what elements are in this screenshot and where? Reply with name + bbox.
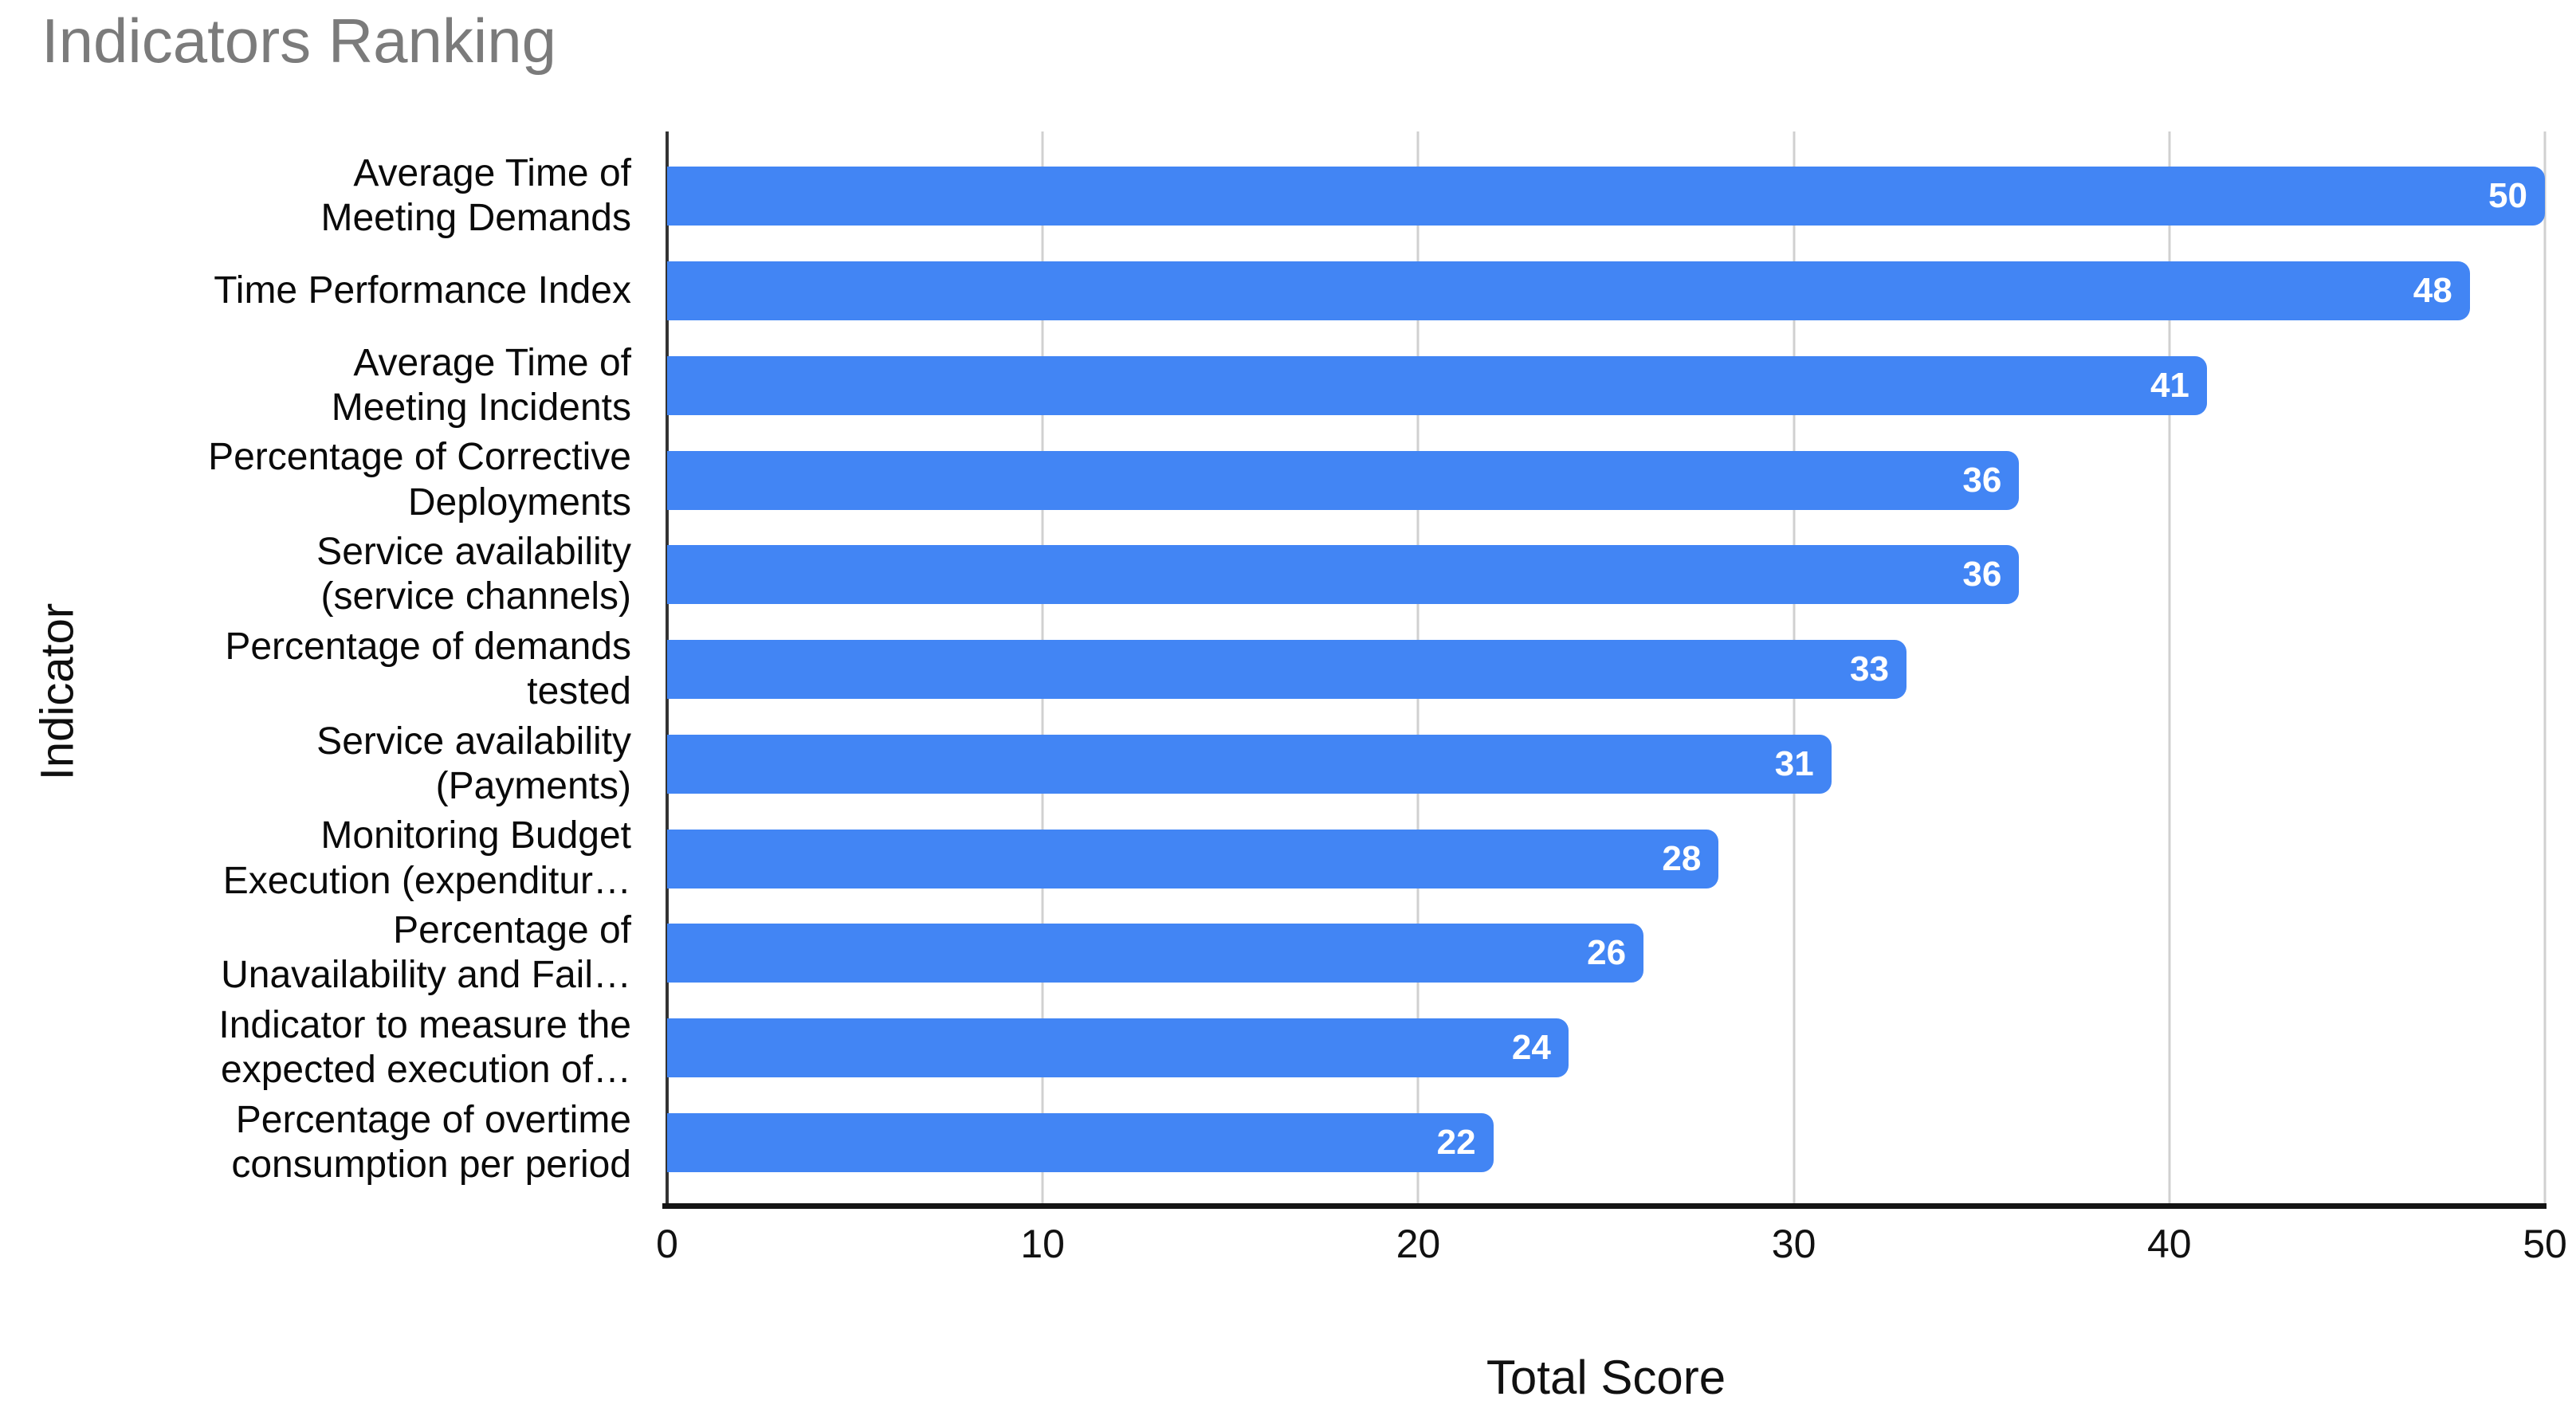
x-tick-label: 20	[1396, 1222, 1441, 1266]
category-label: Percentage of Corrective Deployments	[208, 436, 631, 524]
bar-row: 24	[667, 1001, 2545, 1096]
bar-row: 36	[667, 528, 2545, 622]
bar-value-label: 28	[1662, 838, 1702, 878]
plot-area: 50 48 41 36 36 33 31 28 26 24 22	[662, 131, 2547, 1209]
chart-title: Indicators Ranking	[41, 6, 557, 76]
category-labels: Average Time of Meeting Demands Time Perfo…	[0, 131, 631, 1206]
bar-row: 41	[667, 338, 2545, 433]
x-tick-label: 50	[2523, 1222, 2567, 1266]
x-axis-line	[662, 1203, 2547, 1209]
bar: 41	[667, 355, 2207, 415]
bar-row: 31	[667, 716, 2545, 811]
bar-row: 50	[667, 149, 2545, 244]
bar-row: 28	[667, 811, 2545, 906]
bar-row: 36	[667, 433, 2545, 528]
category-label: Service availability (Payments)	[316, 720, 631, 807]
bar: 36	[667, 450, 2020, 510]
x-axis-title: Total Score	[1486, 1351, 1726, 1404]
category-label: Average Time of Meeting Demands	[320, 152, 631, 240]
bar-value-label: 33	[1850, 649, 1889, 689]
bar: 36	[667, 545, 2020, 605]
gridline	[2168, 131, 2171, 1206]
bar-row: 33	[667, 622, 2545, 717]
category-label: Percentage of overtime consumption per pe…	[231, 1098, 631, 1186]
bar-value-label: 41	[2150, 365, 2189, 405]
bar: 33	[667, 640, 1906, 700]
bar-rows: 50 48 41 36 36 33 31 28 26 24 22	[667, 131, 2545, 1206]
bar-value-label: 26	[1587, 933, 1627, 973]
bar-row: 26	[667, 906, 2545, 1001]
bar: 24	[667, 1018, 1569, 1077]
x-tick-label: 30	[1771, 1222, 1816, 1266]
category-label: Service availability (service channels)	[316, 531, 631, 618]
x-tick-label: 0	[656, 1222, 678, 1266]
x-tick-label: 40	[2146, 1222, 2192, 1266]
category-label: Percentage of demands tested	[225, 625, 631, 713]
category-label: Monitoring Budget Execution (expenditur…	[222, 814, 631, 902]
bar: 50	[667, 167, 2545, 226]
bar-value-label: 24	[1511, 1027, 1551, 1067]
bar: 26	[667, 924, 1644, 983]
bar: 22	[667, 1112, 1494, 1172]
x-axis-ticks: 0 10 20 30 40 50	[656, 1221, 2567, 1285]
bar-row: 48	[667, 244, 2545, 339]
bar-value-label: 22	[1436, 1122, 1476, 1162]
bar: 31	[667, 734, 1832, 794]
category-label: Average Time of Meeting Incidents	[331, 341, 631, 429]
bar-value-label: 36	[1962, 460, 2002, 500]
bar: 48	[667, 261, 2470, 321]
bar-value-label: 31	[1774, 743, 1814, 783]
bar-value-label: 48	[2413, 271, 2452, 311]
category-label: Percentage of Unavailability and Fail…	[221, 909, 631, 997]
bar-value-label: 36	[1962, 555, 2002, 594]
bar-value-label: 50	[2488, 176, 2527, 216]
category-label: Indicator to measure the expected executi…	[218, 1003, 631, 1091]
bar-row: 22	[667, 1095, 2545, 1190]
category-label: Time Performance Index	[214, 269, 631, 312]
x-tick-label: 10	[1020, 1222, 1065, 1266]
bar: 28	[667, 829, 1719, 888]
gridline	[2543, 131, 2547, 1206]
